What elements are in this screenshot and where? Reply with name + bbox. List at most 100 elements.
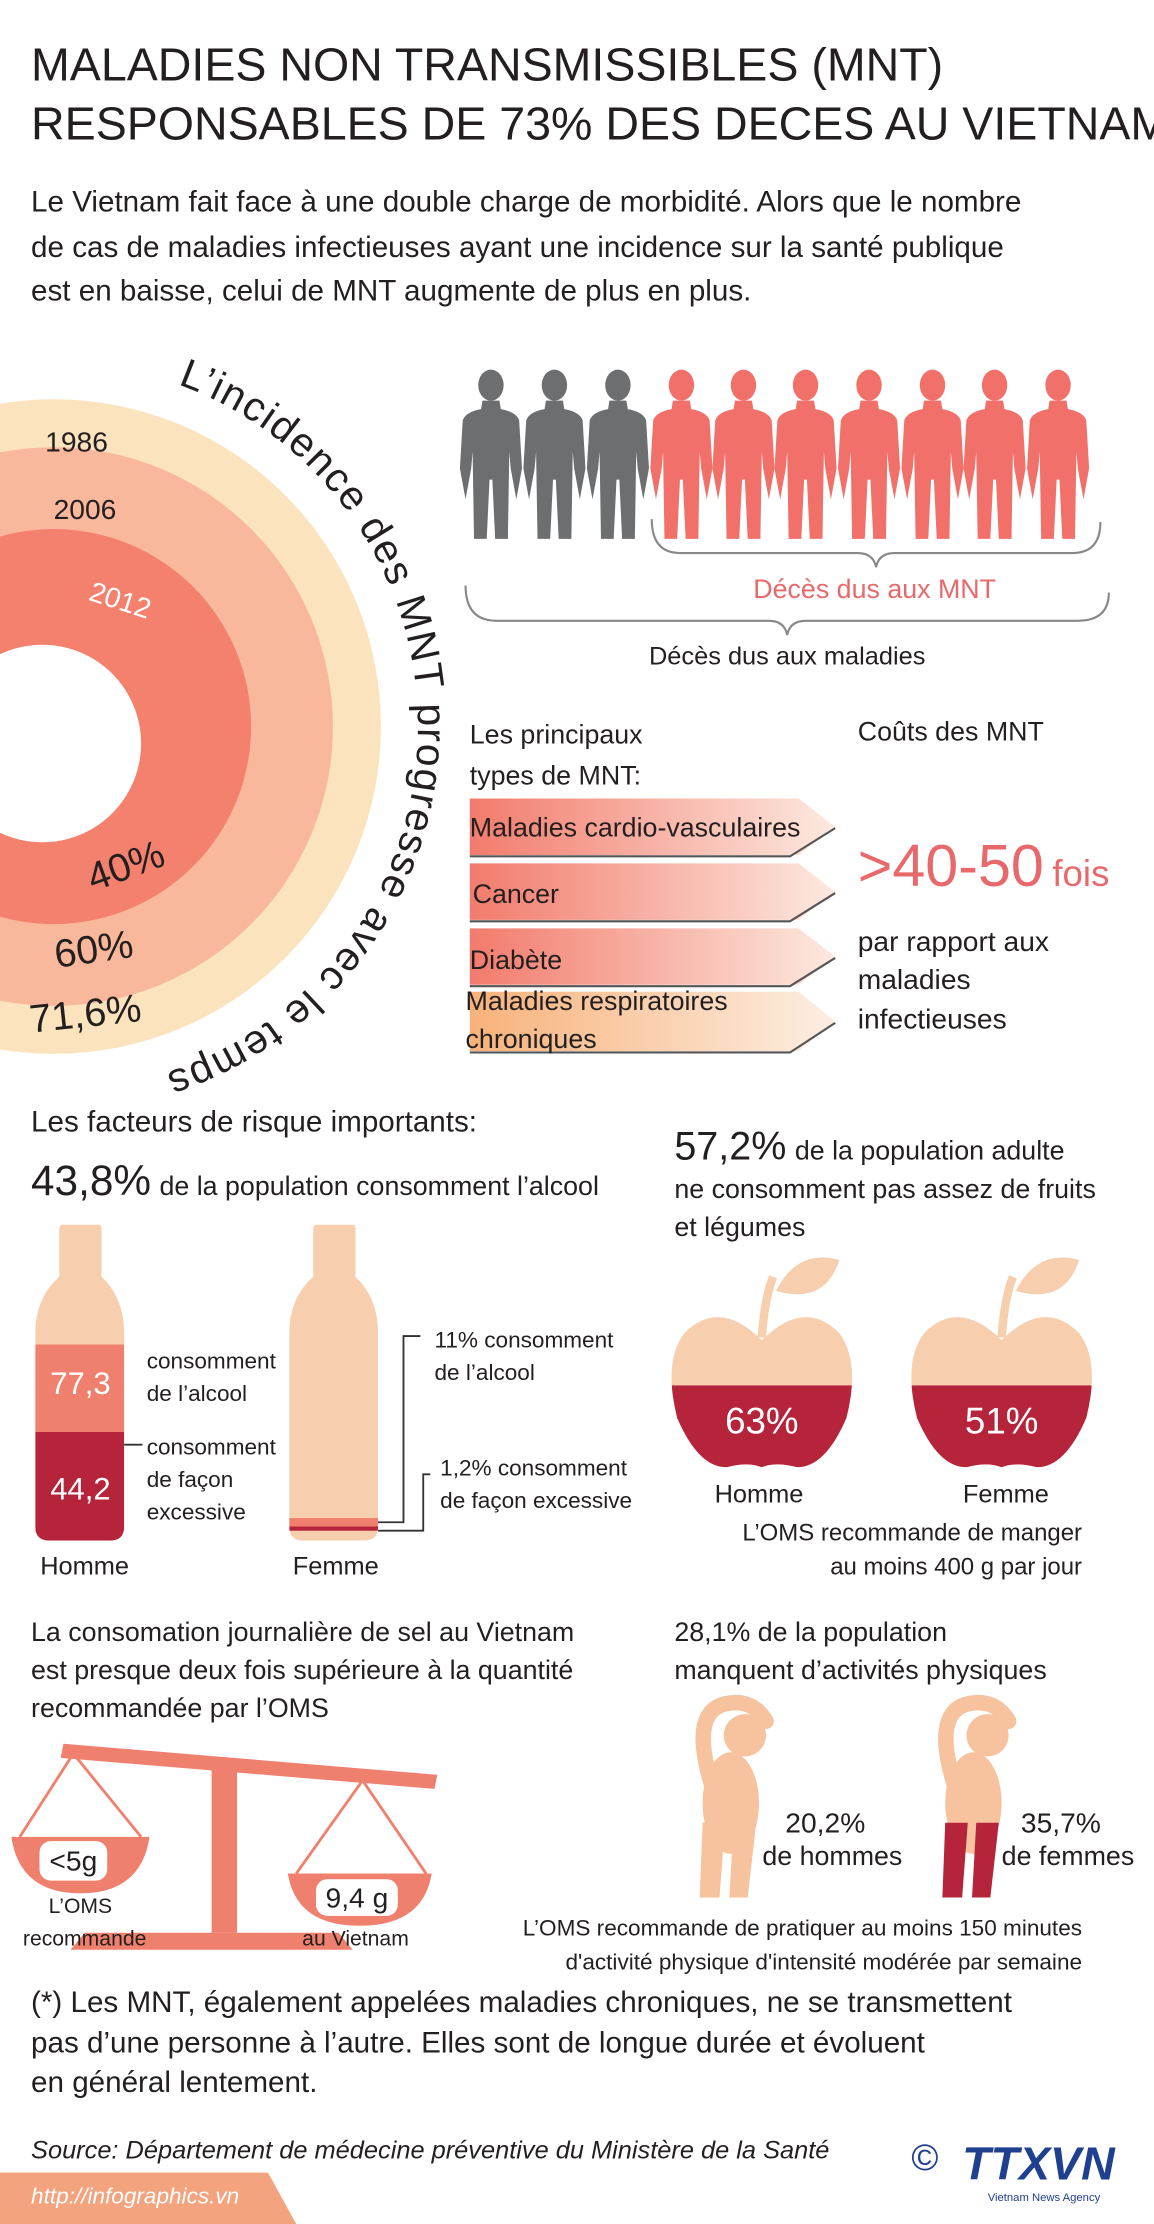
note: excessive bbox=[147, 1499, 246, 1524]
risks-heading: Les facteurs de risque importants: bbox=[31, 1105, 477, 1138]
scale-post bbox=[211, 1763, 238, 1933]
mover-legs bbox=[942, 1822, 999, 1898]
note: L’OMS recommande de manger bbox=[742, 1520, 1082, 1547]
note: de l’alcool bbox=[147, 1381, 247, 1406]
person-head bbox=[730, 369, 757, 401]
url-bar bbox=[0, 2172, 297, 2224]
activity-text: manquent d’activités physiques bbox=[674, 1655, 1046, 1685]
person bbox=[963, 369, 1026, 539]
bottle-women bbox=[289, 1224, 379, 1541]
intro: Le Vietnam fait face à une double charge… bbox=[31, 186, 1021, 219]
salt-box bbox=[316, 1879, 398, 1916]
person-body bbox=[712, 400, 775, 539]
costs-number: >40-50 bbox=[858, 832, 1044, 899]
scale bbox=[11, 1743, 438, 1950]
person-head bbox=[541, 369, 568, 401]
type-label: Cancer bbox=[473, 879, 559, 909]
men-excessive: 44,2 bbox=[50, 1472, 110, 1507]
note: 1,2% consomment bbox=[440, 1456, 628, 1481]
note: au moins 400 g par jour bbox=[830, 1553, 1082, 1580]
person-head bbox=[478, 369, 504, 401]
type-label: Maladies cardio-vasculaires bbox=[470, 813, 801, 843]
apple-stem bbox=[757, 1275, 778, 1338]
url[interactable]: http://infographics.vn bbox=[31, 2184, 239, 2209]
salt-label: au Vietnam bbox=[302, 1928, 409, 1951]
bottle-excessive bbox=[289, 1526, 379, 1531]
salt-label: L’OMS bbox=[49, 1895, 112, 1918]
person bbox=[650, 369, 713, 539]
salt-amount: <5g bbox=[49, 1845, 97, 1877]
costs-value: >40-50 fois bbox=[858, 832, 1110, 899]
person-body bbox=[1027, 400, 1090, 539]
person-body bbox=[459, 400, 522, 539]
person-body bbox=[901, 400, 964, 539]
person bbox=[586, 369, 649, 539]
leader-lines bbox=[124, 1335, 431, 1532]
apple-red bbox=[911, 1385, 1092, 1468]
scale-base bbox=[70, 1932, 353, 1950]
costs-note: maladies bbox=[858, 963, 971, 995]
movers bbox=[695, 1694, 1017, 1898]
type-band bbox=[469, 928, 836, 985]
salt-text: La consomation journalière de sel au Vie… bbox=[31, 1617, 574, 1647]
activity-text: 28,1% de la population bbox=[674, 1617, 947, 1647]
bottle-drink bbox=[289, 1518, 379, 1527]
people bbox=[459, 369, 1090, 539]
apple-red bbox=[671, 1385, 853, 1468]
costs-note: par rapport aux bbox=[858, 925, 1049, 957]
apples bbox=[671, 1257, 1092, 1468]
person-head bbox=[856, 369, 882, 401]
activity-label: de femmes bbox=[1002, 1841, 1135, 1871]
person-head bbox=[605, 369, 631, 401]
note: consomment bbox=[147, 1348, 277, 1373]
scale-strings bbox=[18, 1752, 428, 1875]
salt-text: recommandée par l’OMS bbox=[31, 1693, 329, 1723]
person-head bbox=[792, 369, 819, 401]
note: L’OMS recommande de pratiquer au moins 1… bbox=[523, 1916, 1082, 1941]
apple-share: 63% bbox=[725, 1400, 798, 1441]
footnote: (*) Les MNT, également appelées maladies… bbox=[31, 1986, 1013, 2019]
logo-sub: Vietnam News Agency bbox=[988, 2192, 1101, 2204]
type-label: Diabète bbox=[470, 945, 562, 975]
person bbox=[459, 369, 522, 539]
person-body bbox=[586, 400, 649, 539]
note: de façon excessive bbox=[440, 1488, 632, 1513]
footnote: pas d’une personne à l’autre. Elles sont… bbox=[31, 2027, 926, 2060]
sex-label: Homme bbox=[715, 1481, 804, 1509]
person bbox=[1027, 369, 1090, 539]
salt-label: recommande bbox=[23, 1928, 146, 1951]
ring-center bbox=[0, 644, 142, 843]
mover-arm bbox=[938, 1694, 1017, 1800]
person-head bbox=[919, 369, 946, 401]
costs-heading: Coûts des MNT bbox=[858, 717, 1044, 747]
person-body bbox=[523, 400, 586, 539]
apple-stem bbox=[997, 1275, 1017, 1338]
type-label: Maladies respiratoires bbox=[466, 986, 728, 1016]
costs-note: infectieuses bbox=[858, 1002, 1007, 1034]
activity-share: 20,2% bbox=[785, 1807, 865, 1839]
type-band bbox=[469, 991, 836, 1052]
types-heading: Les principaux bbox=[470, 719, 643, 749]
person-body bbox=[650, 400, 713, 539]
source: Source: Département de médecine préventi… bbox=[31, 2137, 829, 2165]
salt-amount: 9,4 g bbox=[326, 1881, 389, 1913]
footnote: en général lentement. bbox=[31, 2066, 317, 2099]
bracket bbox=[650, 519, 1102, 568]
bottle-men bbox=[35, 1224, 125, 1541]
bottle-excessive bbox=[35, 1431, 125, 1541]
mover-head bbox=[723, 1714, 767, 1757]
sex-label: Homme bbox=[40, 1552, 129, 1580]
scale-beam bbox=[60, 1743, 438, 1789]
share-label: 60% bbox=[52, 922, 136, 977]
activity-share: 35,7% bbox=[1021, 1807, 1101, 1839]
mover-head bbox=[966, 1714, 1009, 1757]
sex-label: Femme bbox=[963, 1481, 1049, 1509]
person-body bbox=[963, 400, 1026, 539]
person-head bbox=[981, 369, 1008, 401]
note: de l’alcool bbox=[435, 1360, 535, 1385]
type-underline bbox=[469, 827, 836, 1054]
salt-box bbox=[39, 1841, 108, 1881]
